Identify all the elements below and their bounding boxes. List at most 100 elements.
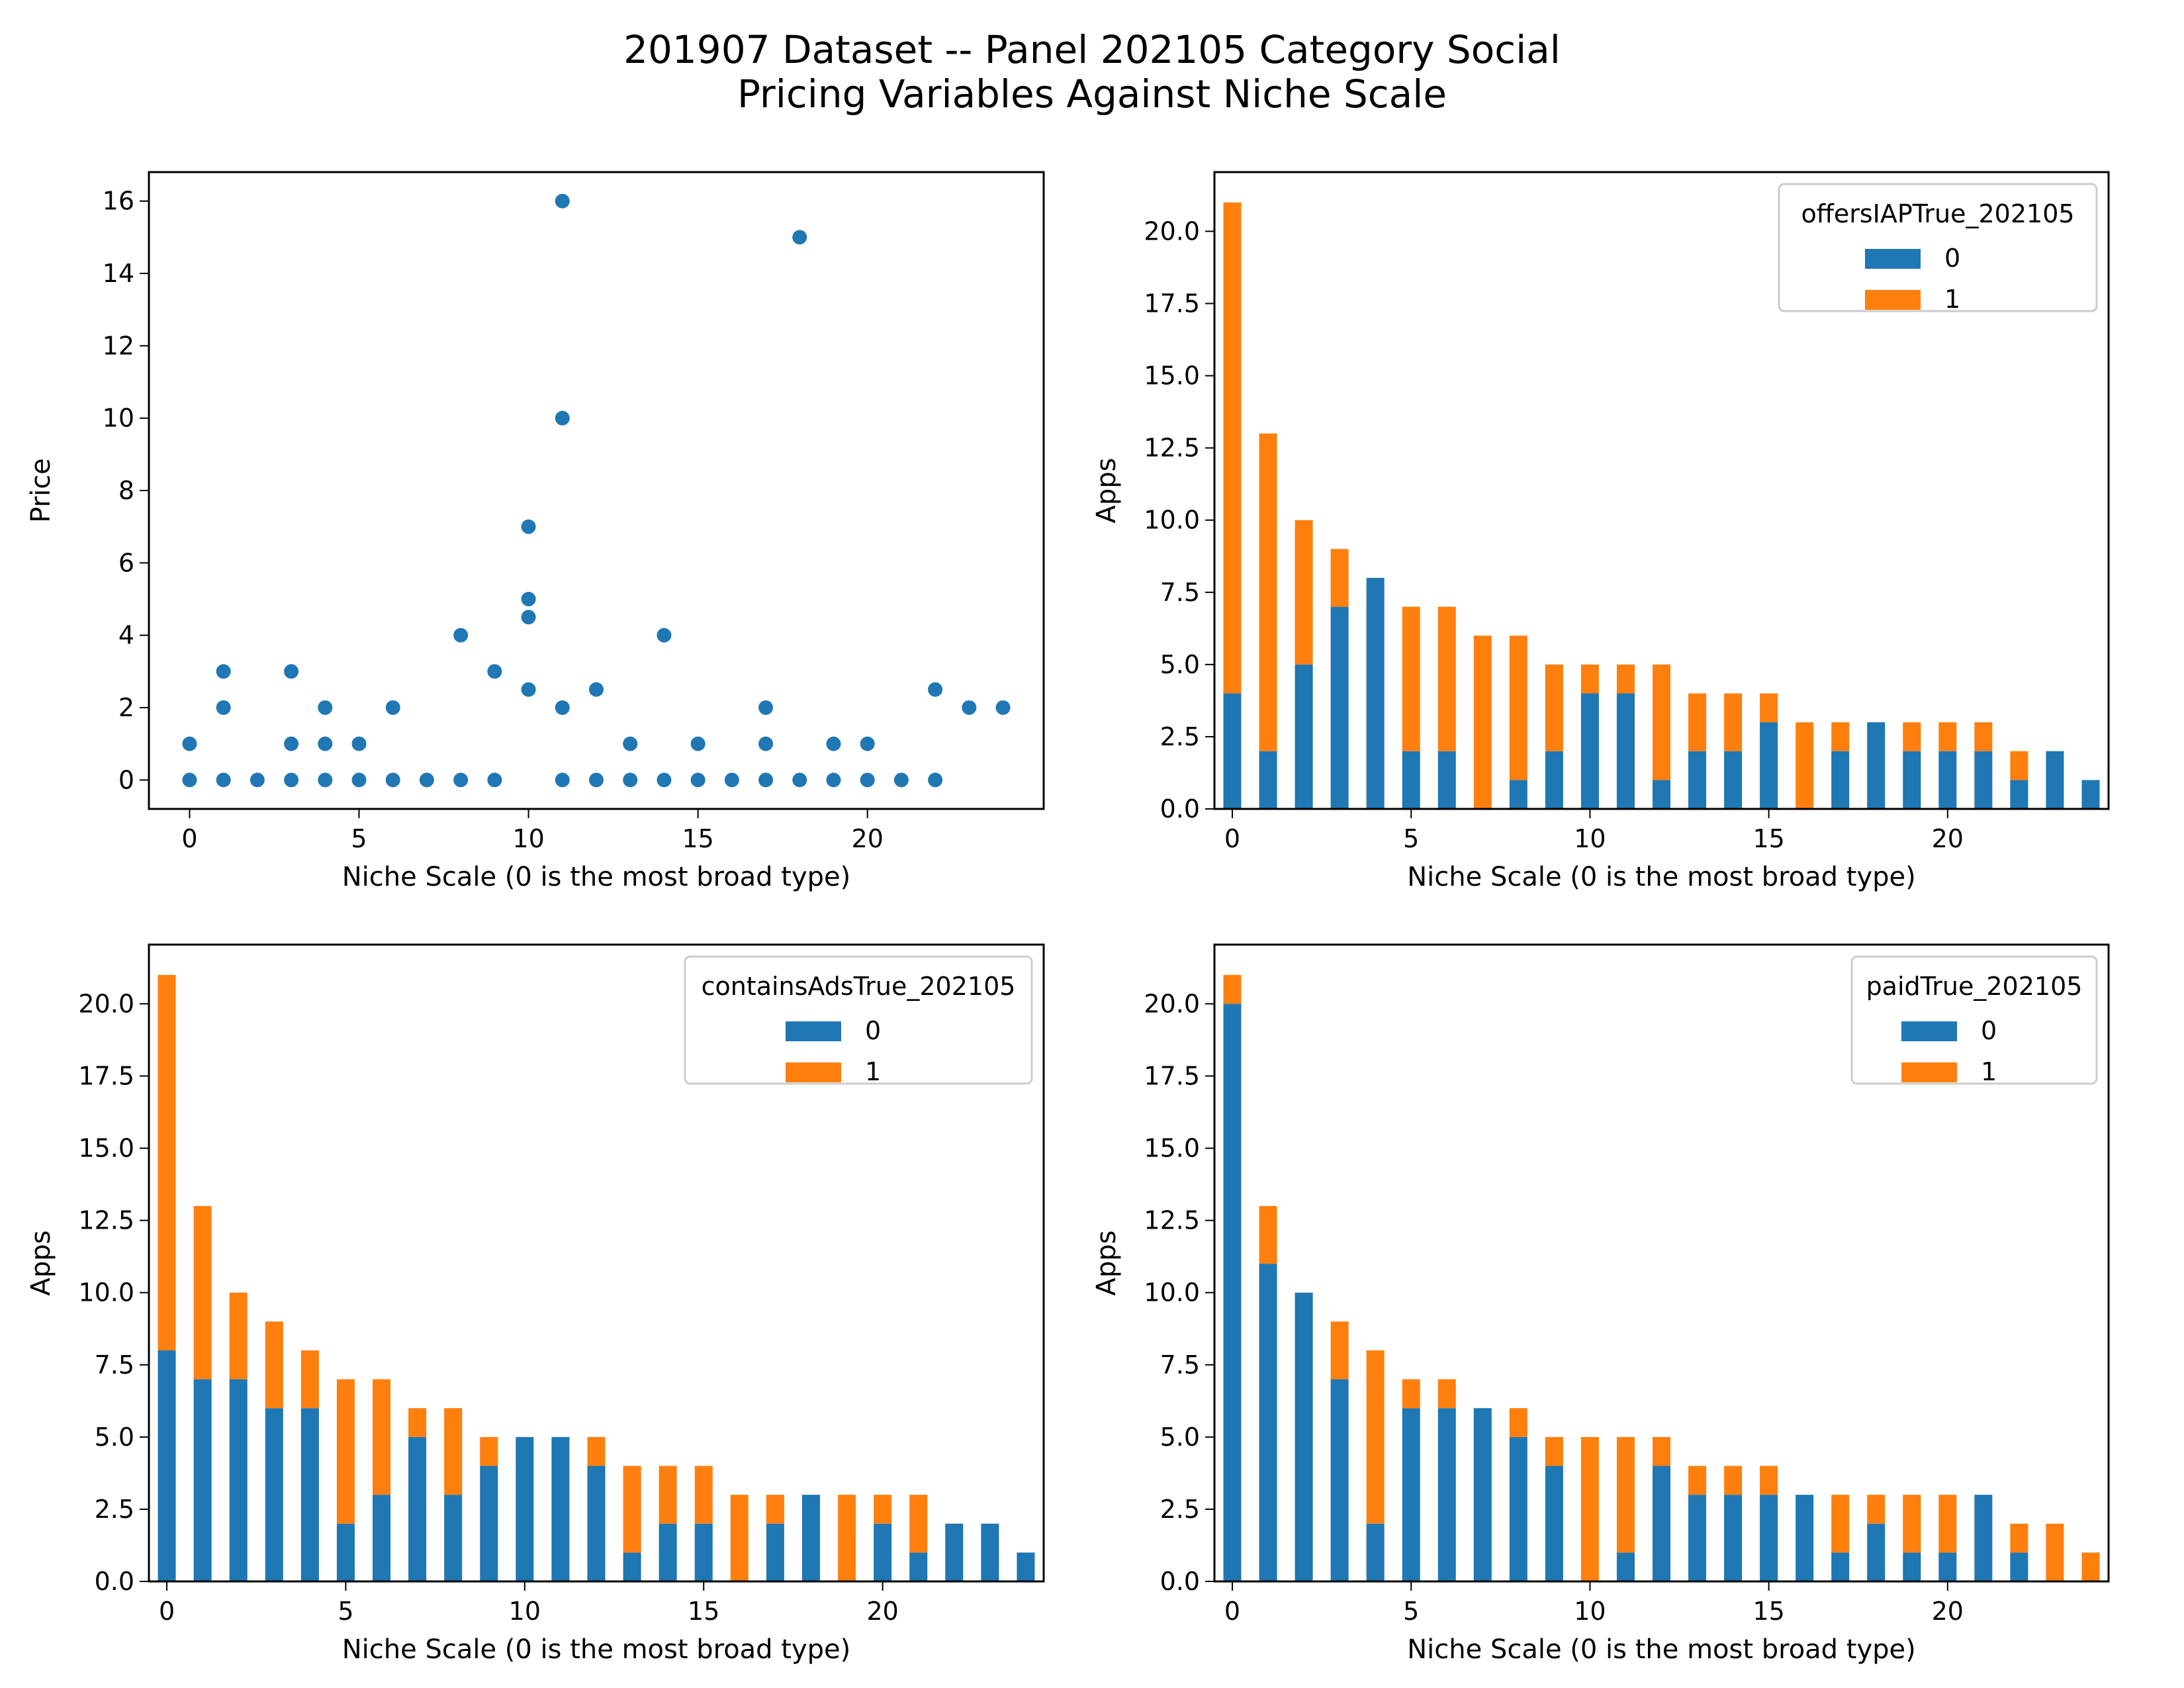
x-tick-label: 20: [852, 824, 884, 853]
bar-series-0: [1437, 751, 1456, 809]
bar-series-0: [1652, 780, 1671, 809]
bar-series-1: [1330, 549, 1349, 607]
bar-series-1: [1580, 1436, 1599, 1581]
legend-frame: [684, 955, 1033, 1085]
bar-series-0: [1017, 1552, 1035, 1581]
bar-series-0: [945, 1523, 964, 1581]
y-tick-label: 10.0: [78, 1278, 134, 1307]
bar-series-0: [1688, 1495, 1707, 1581]
scatter-point: [826, 773, 841, 788]
scatter-point: [657, 628, 672, 643]
y-tick-label: 10.0: [1144, 1278, 1200, 1307]
scatter-point: [860, 773, 875, 788]
bar-series-0: [1473, 1408, 1492, 1581]
x-tick-label: 0: [181, 824, 197, 853]
y-tick-label: 7.5: [95, 1350, 134, 1380]
bar-series-0: [1295, 664, 1313, 809]
legend-label-0: 0: [865, 1016, 881, 1045]
bar-series-1: [1867, 1495, 1886, 1524]
y-tick-label: 5.0: [95, 1423, 134, 1452]
bar-series-0: [1831, 1552, 1850, 1581]
bar-series-1: [1903, 1495, 1921, 1553]
x-tick-label: 5: [338, 1597, 353, 1626]
bar-series-0: [1616, 693, 1635, 809]
bar-series-1: [1259, 1205, 1277, 1264]
bar-series-1: [1724, 1466, 1743, 1495]
subplot-3: 0.02.55.07.510.012.515.017.520.00 5 10 15 20…: [26, 943, 1045, 1665]
scatter-point: [182, 773, 197, 788]
scatter-point: [521, 610, 536, 625]
bar-series-1: [1652, 664, 1671, 780]
legend-title: containsAdsTrue_202105: [702, 972, 1016, 1001]
bar-series-1: [373, 1379, 391, 1495]
bar-series-1: [1580, 664, 1599, 694]
bar-series-1: [1688, 693, 1707, 751]
bar-series-1: [1760, 1466, 1778, 1495]
bar-series-1: [874, 1495, 892, 1524]
bar-series-1: [1831, 1495, 1850, 1553]
scatter-point: [690, 736, 705, 751]
bar-series-0: [2010, 1552, 2028, 1581]
scatter-point: [758, 700, 774, 715]
y-tick-label: 14: [103, 259, 134, 288]
bar-series-1: [193, 1205, 212, 1380]
scatter-point: [453, 628, 469, 643]
scatter-point: [182, 736, 197, 751]
bar-series-1: [1259, 433, 1277, 751]
x-tick-label: 20: [866, 1597, 898, 1626]
bar-series-0: [265, 1408, 283, 1581]
y-tick-label: 17.5: [78, 1062, 134, 1091]
bar-series-0: [1760, 1495, 1778, 1581]
bar-series-1: [1760, 693, 1778, 723]
bar-series-0: [1223, 1004, 1242, 1581]
x-axis-label: Niche Scale (0 is the most broad type): [1407, 1634, 1916, 1665]
bar-series-0: [1616, 1552, 1635, 1581]
bar-series-0: [2081, 780, 2100, 809]
scatter-point: [351, 736, 367, 751]
bar-series-1: [1688, 1466, 1707, 1495]
scatter-point: [826, 736, 841, 751]
bar-series-0: [623, 1552, 641, 1581]
subplot-4: 0.02.55.07.510.012.515.017.520.00 5 10 15 20…: [1091, 943, 2110, 1665]
bar-series-0: [1509, 1436, 1527, 1581]
bar-series-1: [1402, 1379, 1420, 1409]
scatter-point: [589, 773, 604, 788]
legend-swatch-1: [1901, 1062, 1957, 1082]
bar-series-1: [1437, 1379, 1456, 1409]
bar-series-0: [1509, 780, 1527, 809]
bar-series-0: [2010, 780, 2028, 809]
x-tick-label: 15: [1752, 824, 1784, 853]
y-tick-label: 10.0: [1144, 506, 1200, 535]
x-tick-label: 15: [688, 1597, 719, 1626]
y-tick-label: 16: [103, 187, 134, 216]
bar-series-0: [1760, 722, 1778, 809]
scatter-point: [216, 664, 231, 679]
y-axis-label: Apps: [26, 1231, 56, 1296]
bar-series-0: [408, 1436, 427, 1581]
bar-series-0: [1223, 693, 1242, 809]
bar-series-1: [265, 1321, 283, 1409]
bar-series-0: [909, 1552, 928, 1581]
scatter-point: [216, 700, 231, 715]
bar-series-1: [1402, 606, 1420, 751]
scatter-point: [385, 700, 400, 715]
bar-series-0: [1724, 751, 1743, 809]
y-tick-label: 8: [118, 476, 134, 505]
y-tick-label: 15.0: [78, 1134, 134, 1163]
x-tick-label: 15: [1752, 1597, 1784, 1626]
bar-series-1: [694, 1466, 713, 1524]
bar-series-0: [1724, 1495, 1743, 1581]
scatter-point: [318, 700, 333, 715]
scatter-point: [216, 773, 231, 788]
scatter-point: [351, 773, 367, 788]
bar-series-0: [158, 1350, 176, 1581]
legend-label-1: 1: [1944, 285, 1960, 314]
scatter-point: [623, 736, 638, 751]
bar-series-1: [766, 1495, 784, 1524]
bar-series-0: [587, 1466, 606, 1581]
scatter-point: [623, 773, 638, 788]
bar-series-0: [1903, 751, 1921, 809]
scatter-point: [995, 700, 1011, 715]
bar-series-0: [694, 1523, 713, 1581]
